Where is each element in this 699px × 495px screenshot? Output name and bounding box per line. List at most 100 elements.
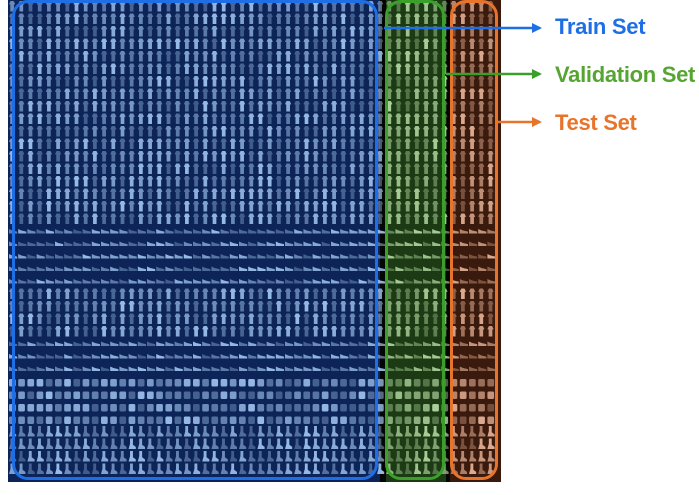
clothing-thumbnail	[275, 176, 282, 187]
clothing-thumbnail	[91, 13, 98, 24]
clothing-thumbnail	[119, 241, 128, 246]
clothing-thumbnail	[377, 113, 384, 124]
clothing-thumbnail	[18, 288, 25, 299]
clothing-thumbnail	[257, 88, 264, 99]
clothing-thumbnail	[165, 213, 172, 224]
clothing-thumbnail	[294, 379, 301, 387]
clothing-thumbnail	[404, 151, 411, 162]
clothing-thumbnail	[137, 341, 146, 346]
clothing-thumbnail	[321, 313, 328, 324]
clothing-thumbnail	[294, 301, 301, 312]
clothing-thumbnail	[147, 313, 154, 324]
clothing-thumbnail	[257, 354, 266, 359]
clothing-thumbnail	[312, 279, 321, 284]
clothing-thumbnail	[469, 416, 476, 424]
clothing-thumbnail	[487, 426, 495, 437]
clothing-thumbnail	[257, 1, 264, 12]
clothing-thumbnail	[147, 354, 156, 359]
clothing-thumbnail	[312, 241, 321, 246]
clothing-thumbnail	[211, 366, 220, 371]
clothing-thumbnail	[101, 404, 108, 412]
clothing-thumbnail	[413, 354, 422, 359]
clothing-thumbnail	[64, 38, 71, 49]
clothing-thumbnail	[285, 366, 294, 371]
clothing-thumbnail	[321, 126, 328, 137]
clothing-thumbnail	[128, 88, 135, 99]
clothing-thumbnail	[174, 279, 183, 284]
clothing-thumbnail	[386, 341, 395, 346]
clothing-thumbnail	[202, 341, 211, 346]
clothing-thumbnail	[128, 354, 137, 359]
clothing-thumbnail	[413, 163, 420, 174]
clothing-thumbnail	[340, 1, 347, 12]
clothing-thumbnail	[248, 1, 255, 12]
clothing-thumbnail	[183, 113, 190, 124]
clothing-thumbnail	[220, 113, 227, 124]
clothing-thumbnail	[248, 163, 255, 174]
clothing-thumbnail	[395, 1, 402, 12]
clothing-thumbnail	[358, 51, 365, 62]
clothing-thumbnail	[275, 88, 282, 99]
clothing-thumbnail	[101, 391, 108, 399]
clothing-thumbnail	[73, 463, 81, 474]
clothing-thumbnail	[266, 213, 273, 224]
clothing-thumbnail	[165, 1, 172, 12]
clothing-thumbnail	[413, 301, 420, 312]
clothing-thumbnail	[275, 266, 284, 271]
clothing-thumbnail	[266, 51, 273, 62]
clothing-thumbnail	[248, 379, 255, 387]
clothing-thumbnail	[18, 451, 26, 462]
clothing-thumbnail	[165, 254, 174, 259]
clothing-thumbnail	[229, 254, 238, 259]
clothing-thumbnail	[82, 326, 89, 337]
clothing-thumbnail	[229, 463, 237, 474]
clothing-thumbnail	[202, 63, 209, 74]
clothing-thumbnail	[137, 313, 144, 324]
clothing-thumbnail	[413, 38, 420, 49]
clothing-thumbnail	[285, 1, 292, 12]
clothing-thumbnail	[349, 279, 358, 284]
clothing-thumbnail	[413, 266, 422, 271]
clothing-thumbnail	[156, 126, 163, 137]
clothing-thumbnail	[321, 26, 328, 37]
clothing-thumbnail	[487, 463, 495, 474]
clothing-thumbnail	[229, 176, 236, 187]
clothing-thumbnail	[128, 279, 137, 284]
clothing-thumbnail	[257, 213, 264, 224]
clothing-thumbnail	[156, 354, 165, 359]
clothing-thumbnail	[156, 63, 163, 74]
clothing-thumbnail	[432, 151, 439, 162]
clothing-thumbnail	[110, 138, 117, 149]
clothing-thumbnail	[349, 451, 357, 462]
clothing-thumbnail	[18, 88, 25, 99]
clothing-thumbnail	[239, 463, 247, 474]
clothing-thumbnail	[367, 51, 374, 62]
clothing-thumbnail	[358, 416, 366, 424]
clothing-thumbnail	[45, 76, 52, 87]
clothing-thumbnail	[358, 326, 365, 337]
clothing-thumbnail	[303, 241, 312, 246]
clothing-thumbnail	[303, 1, 310, 12]
clothing-thumbnail	[459, 301, 466, 312]
clothing-thumbnail	[266, 341, 275, 346]
clothing-thumbnail	[275, 63, 282, 74]
clothing-thumbnail	[239, 76, 246, 87]
clothing-thumbnail	[469, 229, 478, 234]
clothing-thumbnail	[275, 113, 282, 124]
clothing-thumbnail	[469, 76, 476, 87]
clothing-thumbnail	[156, 213, 163, 224]
clothing-thumbnail	[285, 288, 292, 299]
clothing-thumbnail	[312, 326, 319, 337]
clothing-thumbnail	[285, 138, 292, 149]
clothing-thumbnail	[248, 463, 256, 474]
clothing-thumbnail	[377, 254, 386, 259]
clothing-thumbnail	[303, 279, 312, 284]
clothing-thumbnail	[211, 63, 218, 74]
clothing-thumbnail	[275, 438, 283, 449]
clothing-thumbnail	[137, 254, 146, 259]
clothing-thumbnail	[137, 1, 144, 12]
clothing-thumbnail	[459, 151, 466, 162]
clothing-thumbnail	[257, 313, 264, 324]
clothing-thumbnail	[321, 241, 330, 246]
clothing-thumbnail	[478, 213, 485, 224]
